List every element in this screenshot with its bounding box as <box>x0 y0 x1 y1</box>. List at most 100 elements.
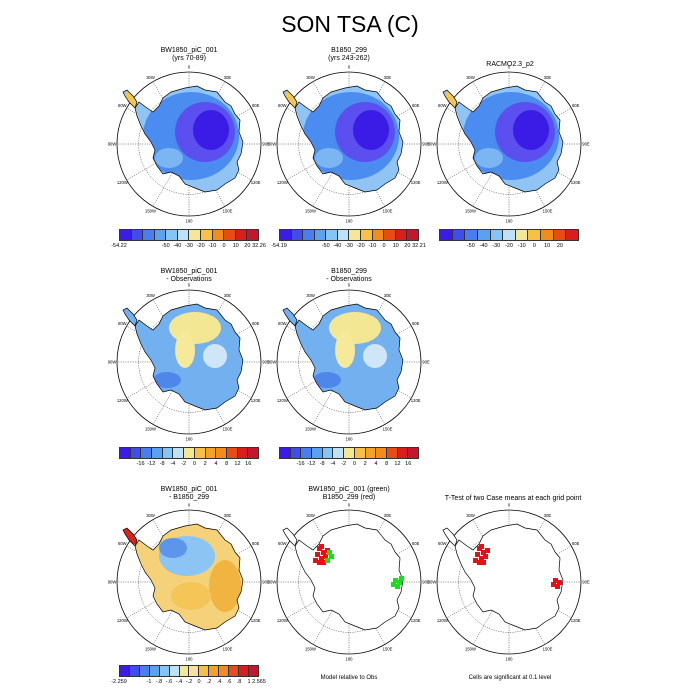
longitude-label: 120W <box>277 180 288 185</box>
significant-cell-red <box>319 556 324 561</box>
map-model-relative-to-obs: 0 30E 60E 90E 120E 150E 180 150W 120W 90W 60W 30W <box>268 503 430 662</box>
colorbar-labels: -2.259 -1 -.8 -.6 -.4 -.2 0 .2 .4 .6 .8 1 2.565 <box>111 679 266 687</box>
panel-title-racmo: RACMO2.3_p2 <box>430 61 590 69</box>
longitude-label: 120W <box>277 618 288 623</box>
longitude-label: 120W <box>437 618 448 623</box>
longitude-label: 60W <box>438 103 447 108</box>
map-ttest-significance: 0 30E 60E 90E 120E 150E 180 150W 120W 90W 60W 30W <box>428 503 590 662</box>
light-bias <box>203 344 227 368</box>
colorbar-tick-label: -12 <box>147 461 156 467</box>
colorbar-swatch <box>173 448 185 458</box>
colorbar-swatch <box>248 448 258 458</box>
significant-cell-red <box>551 582 556 587</box>
panel-title-line1: BW1850_piC_001 (green) <box>308 486 390 493</box>
colorbar-tick-label: 12 <box>234 461 241 467</box>
map-bw-climatology: 0 30E 60E 90E 120E 150E 180 150W 120W 90W 60W 30W <box>108 65 270 224</box>
significant-cell-red <box>317 560 322 565</box>
colorbar-swatch <box>216 448 227 458</box>
longitude-label: 0 <box>508 65 511 70</box>
significant-cell-green <box>399 576 404 581</box>
colorbar-swatch <box>290 448 302 458</box>
longitude-label: 90W <box>108 142 117 147</box>
colorbar-tick-label: -4 <box>330 461 336 467</box>
positive-east <box>209 560 241 612</box>
colorbar-swatch <box>248 666 258 676</box>
longitude-label: 30W <box>146 513 155 518</box>
colorbar-swatch <box>326 230 338 240</box>
colorbar-swatch <box>333 448 345 458</box>
colorbar-swatch <box>465 230 478 240</box>
longitude-label: 60W <box>278 321 287 326</box>
plateau-coldest <box>513 110 549 150</box>
colorbar-tick-label: 8 <box>225 461 229 467</box>
significant-cell-green <box>329 554 334 559</box>
colorbar-tick-label: 12 <box>394 461 401 467</box>
longitude-label: 90W <box>428 580 437 585</box>
colorbar-swatch <box>154 230 167 240</box>
longitude-label: 180 <box>346 219 354 224</box>
longitude-label: 90E <box>582 580 590 585</box>
colorbar-tick-label: .8 <box>236 679 242 685</box>
plateau-coldest <box>193 110 229 150</box>
colorbar-swatch <box>376 448 387 458</box>
colorbar-tick-label: 4 <box>214 461 218 467</box>
colorbar-tick-label: -2.259 <box>111 679 127 685</box>
longitude-label: 90E <box>422 142 430 147</box>
colorbar-tick-label: -50 <box>466 243 475 249</box>
colorbar-swatch <box>280 230 292 240</box>
ross-sector <box>475 148 503 168</box>
positive-south <box>171 582 211 610</box>
longitude-label: 150W <box>145 208 156 213</box>
plateau-coldest <box>353 110 389 150</box>
colorbar-swatch <box>291 230 304 240</box>
peninsula-coastline <box>282 307 298 327</box>
longitude-label: 150E <box>383 426 393 431</box>
peninsula-coastline <box>282 527 298 547</box>
longitude-label: 150W <box>305 208 316 213</box>
colorbar-tick-label: -40 <box>173 243 182 249</box>
colorbar-swatch <box>141 448 153 458</box>
longitude-label: 0 <box>188 283 191 288</box>
colorbar-tick-label: -.4 <box>175 679 183 685</box>
colorbar-labels: -54.19 -50 -40 -30 -20 -10 0 10 20 32.21 <box>271 243 426 251</box>
colorbar-swatch <box>226 448 238 458</box>
colorbar-tick-label: -20 <box>505 243 513 249</box>
longitude-label: 90W <box>268 142 277 147</box>
significant-cell-red <box>321 560 326 565</box>
colorbar-swatch <box>452 230 466 240</box>
significant-cell-red <box>473 558 478 563</box>
significant-cell-red <box>479 556 484 561</box>
colorbar-swatch <box>120 230 132 240</box>
longitude-label: 180 <box>186 219 194 224</box>
longitude-label: 150W <box>465 208 476 213</box>
colorbar-swatch <box>131 230 144 240</box>
significant-cell-green <box>391 582 396 587</box>
longitude-label: 120E <box>571 180 581 185</box>
colorbar-swatch <box>361 230 373 240</box>
colorbar-swatch <box>365 448 377 458</box>
colorbar-swatch <box>201 230 213 240</box>
longitude-label: 0 <box>188 503 191 508</box>
colorbar-tick-label: .6 <box>226 679 232 685</box>
figure-title: SON TSA (C) <box>281 11 419 37</box>
longitude-label: 180 <box>346 657 354 662</box>
colorbar-tick-label: 10 <box>232 243 239 249</box>
ross-sector <box>315 148 343 168</box>
colorbar-labels: -16 -12 -8 -4 -2 0 2 4 8 12 16 <box>119 461 259 469</box>
longitude-label: 180 <box>186 437 194 442</box>
longitude-label: 60W <box>118 103 127 108</box>
longitude-label: 30W <box>306 293 315 298</box>
significant-cell-red <box>477 560 482 565</box>
significant-cell-red <box>553 578 558 583</box>
panel-title-line1: BW1850_piC_001 <box>160 268 218 275</box>
colorbar-tick-label: -40 <box>333 243 342 249</box>
colorbar-tick-label: -50 <box>161 243 170 249</box>
colorbar-tick-label: -1 <box>146 679 152 685</box>
longitude-label: 150W <box>145 426 156 431</box>
significant-cell-red <box>481 560 486 565</box>
colorbar-tick-label: 0 <box>192 461 196 467</box>
significant-cell-red <box>475 552 480 557</box>
colorbar-swatch <box>503 230 516 240</box>
colorbar-swatch <box>129 666 140 676</box>
